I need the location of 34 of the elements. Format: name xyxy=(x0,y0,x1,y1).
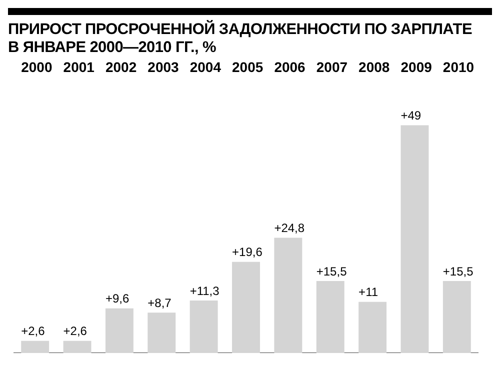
x-tick-label: 2005 xyxy=(232,58,264,75)
x-tick-label: 2006 xyxy=(274,58,306,75)
x-tick-label: 2007 xyxy=(316,58,348,75)
bar xyxy=(274,238,302,353)
x-tick-label: 2002 xyxy=(105,58,137,75)
x-tick-label: 2003 xyxy=(148,58,180,75)
bar xyxy=(400,125,429,353)
x-tick-label: 2000 xyxy=(21,58,52,75)
data-label: +11,3 xyxy=(190,284,220,298)
bar xyxy=(358,302,387,353)
data-label: +15,5 xyxy=(442,264,474,278)
data-label: +24,8 xyxy=(274,221,305,236)
data-label: +9,6 xyxy=(105,292,130,306)
bar xyxy=(316,280,344,353)
data-label: +2,6 xyxy=(21,324,46,338)
x-tick-label: 2001 xyxy=(63,58,95,75)
bar xyxy=(442,280,471,353)
data-label: +11 xyxy=(358,285,378,300)
bar xyxy=(105,308,134,353)
data-label: +2,6 xyxy=(63,324,88,338)
x-tick-label: 2009 xyxy=(400,58,432,75)
x-tick-label: 2004 xyxy=(190,58,222,75)
bar xyxy=(63,340,92,353)
bar xyxy=(148,312,176,353)
bar xyxy=(232,262,260,353)
data-label: +19,6 xyxy=(232,245,263,260)
data-label: +49 xyxy=(400,108,422,123)
bar xyxy=(190,300,218,353)
bar xyxy=(21,340,50,353)
data-label: +8,7 xyxy=(148,296,172,310)
x-tick-label: 2010 xyxy=(442,58,474,75)
data-label: +15,5 xyxy=(316,264,348,278)
chart-title: ПРИРОСТ ПРОСРОЧЕННОЙ ЗАДОЛЖЕННОСТИ ПО ЗАРПЛАТЕ В ЯНВАРЕ 2000—2010 ГГ., % xyxy=(8,8,492,57)
x-tick-label: 2008 xyxy=(358,58,390,75)
